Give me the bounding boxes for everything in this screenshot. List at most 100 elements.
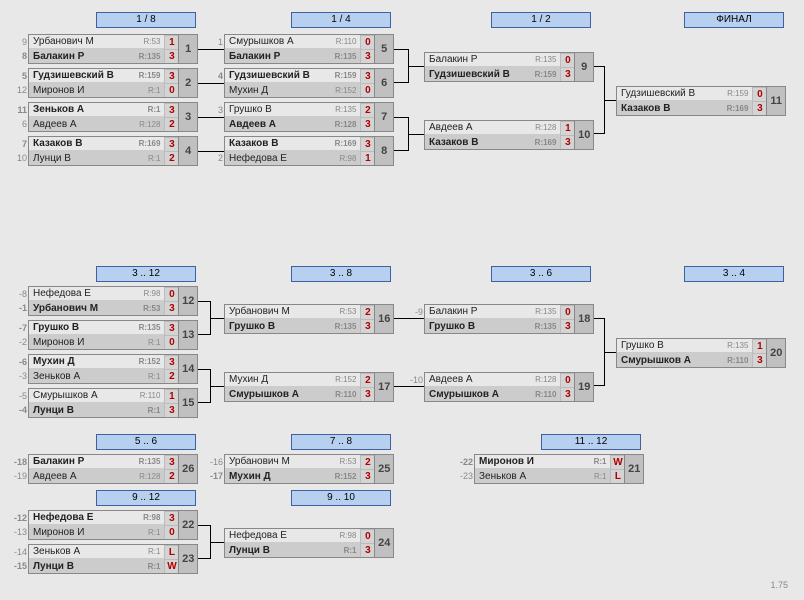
seed: 8 [13, 51, 27, 61]
player-name: Смурышков А [619, 355, 724, 366]
match-number: 20 [766, 338, 786, 368]
rating: R:1 [136, 338, 162, 347]
rating: R:110 [332, 37, 358, 46]
rating: R:1 [582, 472, 608, 481]
player-name: Зеньков А [477, 471, 582, 482]
rating: R:110 [332, 390, 358, 399]
rating: R:135 [332, 105, 358, 114]
player-name: Балакин Р [31, 456, 136, 467]
stage-header: 11 .. 12 [541, 434, 641, 450]
player-name: Нефедова Е [227, 153, 332, 164]
match-number: 8 [374, 136, 394, 166]
player-row: 3Грушко ВR:135 [225, 103, 360, 117]
score: 3 [164, 321, 178, 335]
player-name: Авдеев А [31, 471, 136, 482]
stage-header: 3 .. 8 [291, 266, 391, 282]
seed: -8 [13, 289, 27, 299]
player-row: 7Казаков ВR:169 [29, 137, 164, 151]
match-number: 11 [766, 86, 786, 116]
player-name: Авдеев А [427, 122, 532, 133]
rating: R:152 [332, 375, 358, 384]
match-number: 18 [574, 304, 594, 334]
player-row: Грушко ВR:135 [425, 319, 560, 333]
player-row: Казаков ВR:169 [617, 101, 752, 115]
rating: R:1 [136, 528, 162, 537]
match: 11Зеньков АR:16Авдеев АR:128323 [28, 102, 198, 132]
player-name: Миронов И [31, 337, 136, 348]
score: 0 [360, 529, 374, 543]
match-number: 10 [574, 120, 594, 150]
match-number: 23 [178, 544, 198, 574]
score: 1 [560, 121, 574, 135]
score: 3 [360, 49, 374, 63]
match-number: 26 [178, 454, 198, 484]
rating: R:135 [724, 341, 750, 350]
score: 2 [164, 151, 178, 165]
player-name: Смурышков А [227, 389, 332, 400]
rating: R:1 [136, 547, 162, 556]
rating: R:110 [532, 390, 558, 399]
score: 2 [360, 305, 374, 319]
rating: R:135 [136, 457, 162, 466]
player-row: -8Нефедова ЕR:98 [29, 287, 164, 301]
connector [394, 49, 409, 83]
rating: R:110 [724, 356, 750, 365]
player-row: Смурышков АR:110 [225, 387, 360, 401]
bracket-container: 1 / 81 / 41 / 2ФИНАЛ3 .. 123 .. 83 .. 63… [6, 6, 798, 594]
connector [594, 318, 605, 386]
stage-header: 3 .. 6 [491, 266, 591, 282]
connector [211, 542, 224, 543]
rating: R:98 [332, 154, 358, 163]
player-name: Авдеев А [227, 119, 332, 130]
player-name: Казаков В [31, 138, 136, 149]
rating: R:152 [332, 472, 358, 481]
stage-header: 7 .. 8 [291, 434, 391, 450]
seed: 5 [13, 71, 27, 81]
score: 0 [752, 87, 766, 101]
stage-header: 9 .. 12 [96, 490, 196, 506]
rating: R:128 [332, 120, 358, 129]
player-row: -9Балакин РR:135 [425, 305, 560, 319]
player-name: Урбанович М [227, 306, 332, 317]
player-name: Балакин Р [427, 306, 532, 317]
score: 0 [360, 35, 374, 49]
match-number: 12 [178, 286, 198, 316]
rating: R:128 [532, 375, 558, 384]
seed: -14 [13, 547, 27, 557]
rating: R:135 [532, 322, 558, 331]
score: 2 [360, 373, 374, 387]
player-name: Лунци В [31, 153, 136, 164]
match: -22Миронов ИR:1-23Зеньков АR:1WL21 [474, 454, 644, 484]
rating: R:1 [136, 562, 162, 571]
match: 4Гудзишевский ВR:159Мухин ДR:152306 [224, 68, 394, 98]
match: -9Балакин РR:135Грушко ВR:1350318 [424, 304, 594, 334]
rating: R:169 [724, 104, 750, 113]
player-row: 10Лунци ВR:1 [29, 151, 164, 165]
match: -14Зеньков АR:1-15Лунци ВR:1LW23 [28, 544, 198, 574]
player-row: 11Зеньков АR:1 [29, 103, 164, 117]
match: -8Нефедова ЕR:98-1Урбанович МR:530312 [28, 286, 198, 316]
stage-header: 1 / 4 [291, 12, 391, 28]
match: -6Мухин ДR:152-3Зеньков АR:13214 [28, 354, 198, 384]
score: 3 [164, 69, 178, 83]
seed: -10 [409, 375, 423, 385]
score: 0 [560, 373, 574, 387]
rating: R:159 [724, 89, 750, 98]
score: 0 [164, 335, 178, 349]
rating: R:135 [332, 322, 358, 331]
player-row: Смурышков АR:110 [617, 353, 752, 367]
seed: -22 [459, 457, 473, 467]
stage-header: 1 / 2 [491, 12, 591, 28]
player-name: Грушко В [427, 321, 532, 332]
rating: R:128 [136, 472, 162, 481]
stage-header: 9 .. 10 [291, 490, 391, 506]
score: 3 [164, 455, 178, 469]
score: 3 [360, 543, 374, 557]
score: L [610, 469, 624, 483]
player-row: Смурышков АR:110 [425, 387, 560, 401]
match-number: 4 [178, 136, 198, 166]
player-row: 12Миронов ИR:1 [29, 83, 164, 97]
seed: -5 [13, 391, 27, 401]
score: 0 [164, 525, 178, 539]
seed: 12 [13, 85, 27, 95]
